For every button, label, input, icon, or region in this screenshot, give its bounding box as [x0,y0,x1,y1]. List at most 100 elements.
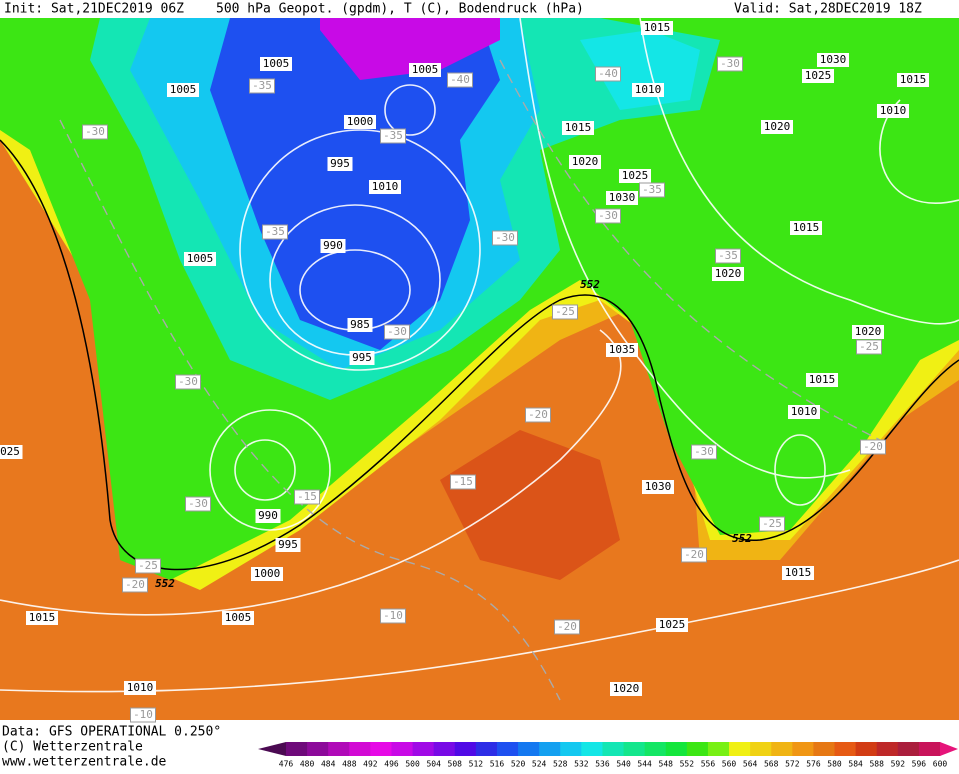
temperature-label: -30 [188,497,208,510]
colorbar-cell [433,742,456,756]
colorbar-cell [391,742,414,756]
colorbar-cell [876,742,899,756]
temperature-label-box [681,547,707,563]
colorbar-label: 492 [363,760,378,769]
temperature-label: -30 [387,325,407,338]
pressure-label-box [606,191,638,205]
colorbar-cell [707,742,730,756]
pressure-label: 025 [0,445,20,458]
isotherms [59,59,881,701]
temperature-label: -30 [720,57,740,70]
pressure-label-box [897,73,929,87]
pressure-label-box [369,180,401,194]
colorbar-label: 536 [595,760,610,769]
colorbar-cell [539,742,561,756]
colorbar-label: 512 [469,760,484,769]
colorbar-cell [792,742,814,756]
temperature-label-box [525,407,551,423]
temperature-label-box [130,707,156,723]
temperature-label-box [135,558,161,574]
colorbar-cell [602,742,625,756]
pressure-label-box [167,83,199,97]
height-label: 552 [580,278,600,291]
pressure-label-box [349,351,375,365]
pressure-label: 1010 [127,681,154,694]
valid-text: Valid: Sat,28DEC2019 18Z [734,2,922,17]
temperature-label-box [122,577,148,593]
pressure-label: 985 [350,318,370,331]
pressure-label-box [251,567,283,581]
data-source: Data: GFS OPERATIONAL 0.250° [2,725,221,740]
colorbar-label: 568 [764,760,779,769]
colorbar-label: 476 [279,760,294,769]
colorbar-label: 524 [532,760,547,769]
pressure-label-box [642,480,674,494]
colorbar-label: 584 [848,760,863,769]
colorbar-label: 596 [912,760,927,769]
colorbar-cell [729,742,751,756]
colorbar-label: 500 [405,760,420,769]
temperature-label-box [856,339,882,355]
pressure-label: 1015 [785,566,812,579]
init-text: Init: Sat,21DEC2019 06Z [4,2,184,17]
pressure-label-box [782,566,814,580]
temperature-label-box [554,619,580,635]
temperature-label: -20 [528,408,548,421]
pressure-label-box [562,121,594,135]
colorbar-cell [454,742,477,756]
temperature-label-box [595,208,621,224]
temperature-label-box [715,248,741,264]
pressure-label: 1005 [263,57,290,70]
temperature-label: -35 [252,79,272,92]
pressure-label: 1020 [613,682,640,695]
colorbar-label: 504 [426,760,441,769]
pressure-label-box [124,681,156,695]
pressure-label: 1015 [29,611,56,624]
pressure-label: 1005 [187,252,214,265]
temperature-label-box [447,72,473,88]
pressure-label: 1020 [572,155,599,168]
pressure-label-box [802,69,834,83]
pressure-label: 990 [323,239,343,252]
colorbar-label: 556 [701,760,716,769]
colorbar-label: 488 [342,760,357,769]
temperature-label-box [175,374,201,390]
pressure-label: 1005 [412,63,439,76]
copyright: (C) Wetterzentrale [2,740,143,755]
pressure-label: 1020 [715,267,742,280]
title-text: 500 hPa Geopot. (gpdm), T (C), Bodendruc… [216,2,584,17]
pressure-label-box [327,157,353,171]
pressure-label: 1030 [820,53,847,66]
pressure-label-box [641,21,673,35]
colorbar-label: 484 [321,760,336,769]
temperature-label-box [552,304,578,320]
pressure-label-box [712,267,744,281]
pressure-label: 1025 [805,69,832,82]
temperature-label-box [294,489,320,505]
pressure-label: 1015 [644,21,671,34]
colorbar-cell [349,742,371,756]
pressure-label-box [275,538,301,552]
pressure-label-box [877,104,909,118]
colorbar-label: 528 [553,760,568,769]
pressure-label: 1015 [900,73,927,86]
temperature-label: -10 [133,708,153,721]
colorbar-label: 532 [574,760,589,769]
pressure-label: 1015 [793,221,820,234]
pressure-label-box [347,318,373,332]
colorbar-label: 576 [806,760,821,769]
pressure-label: 995 [330,157,350,170]
temperature-label: -35 [383,129,403,142]
pressure-label: 1010 [635,83,662,96]
height-552-contour [0,139,959,571]
temperature-label: -20 [684,548,704,561]
colorbar-end [258,742,286,756]
pressure-label-box [817,53,849,67]
colorbar-cell [897,742,920,756]
pressure-label-box [409,63,441,77]
temperature-label: -40 [450,73,470,86]
pressure-label: 1025 [622,169,649,182]
temperature-label: -10 [383,609,403,622]
temperature-label-box [639,182,665,198]
